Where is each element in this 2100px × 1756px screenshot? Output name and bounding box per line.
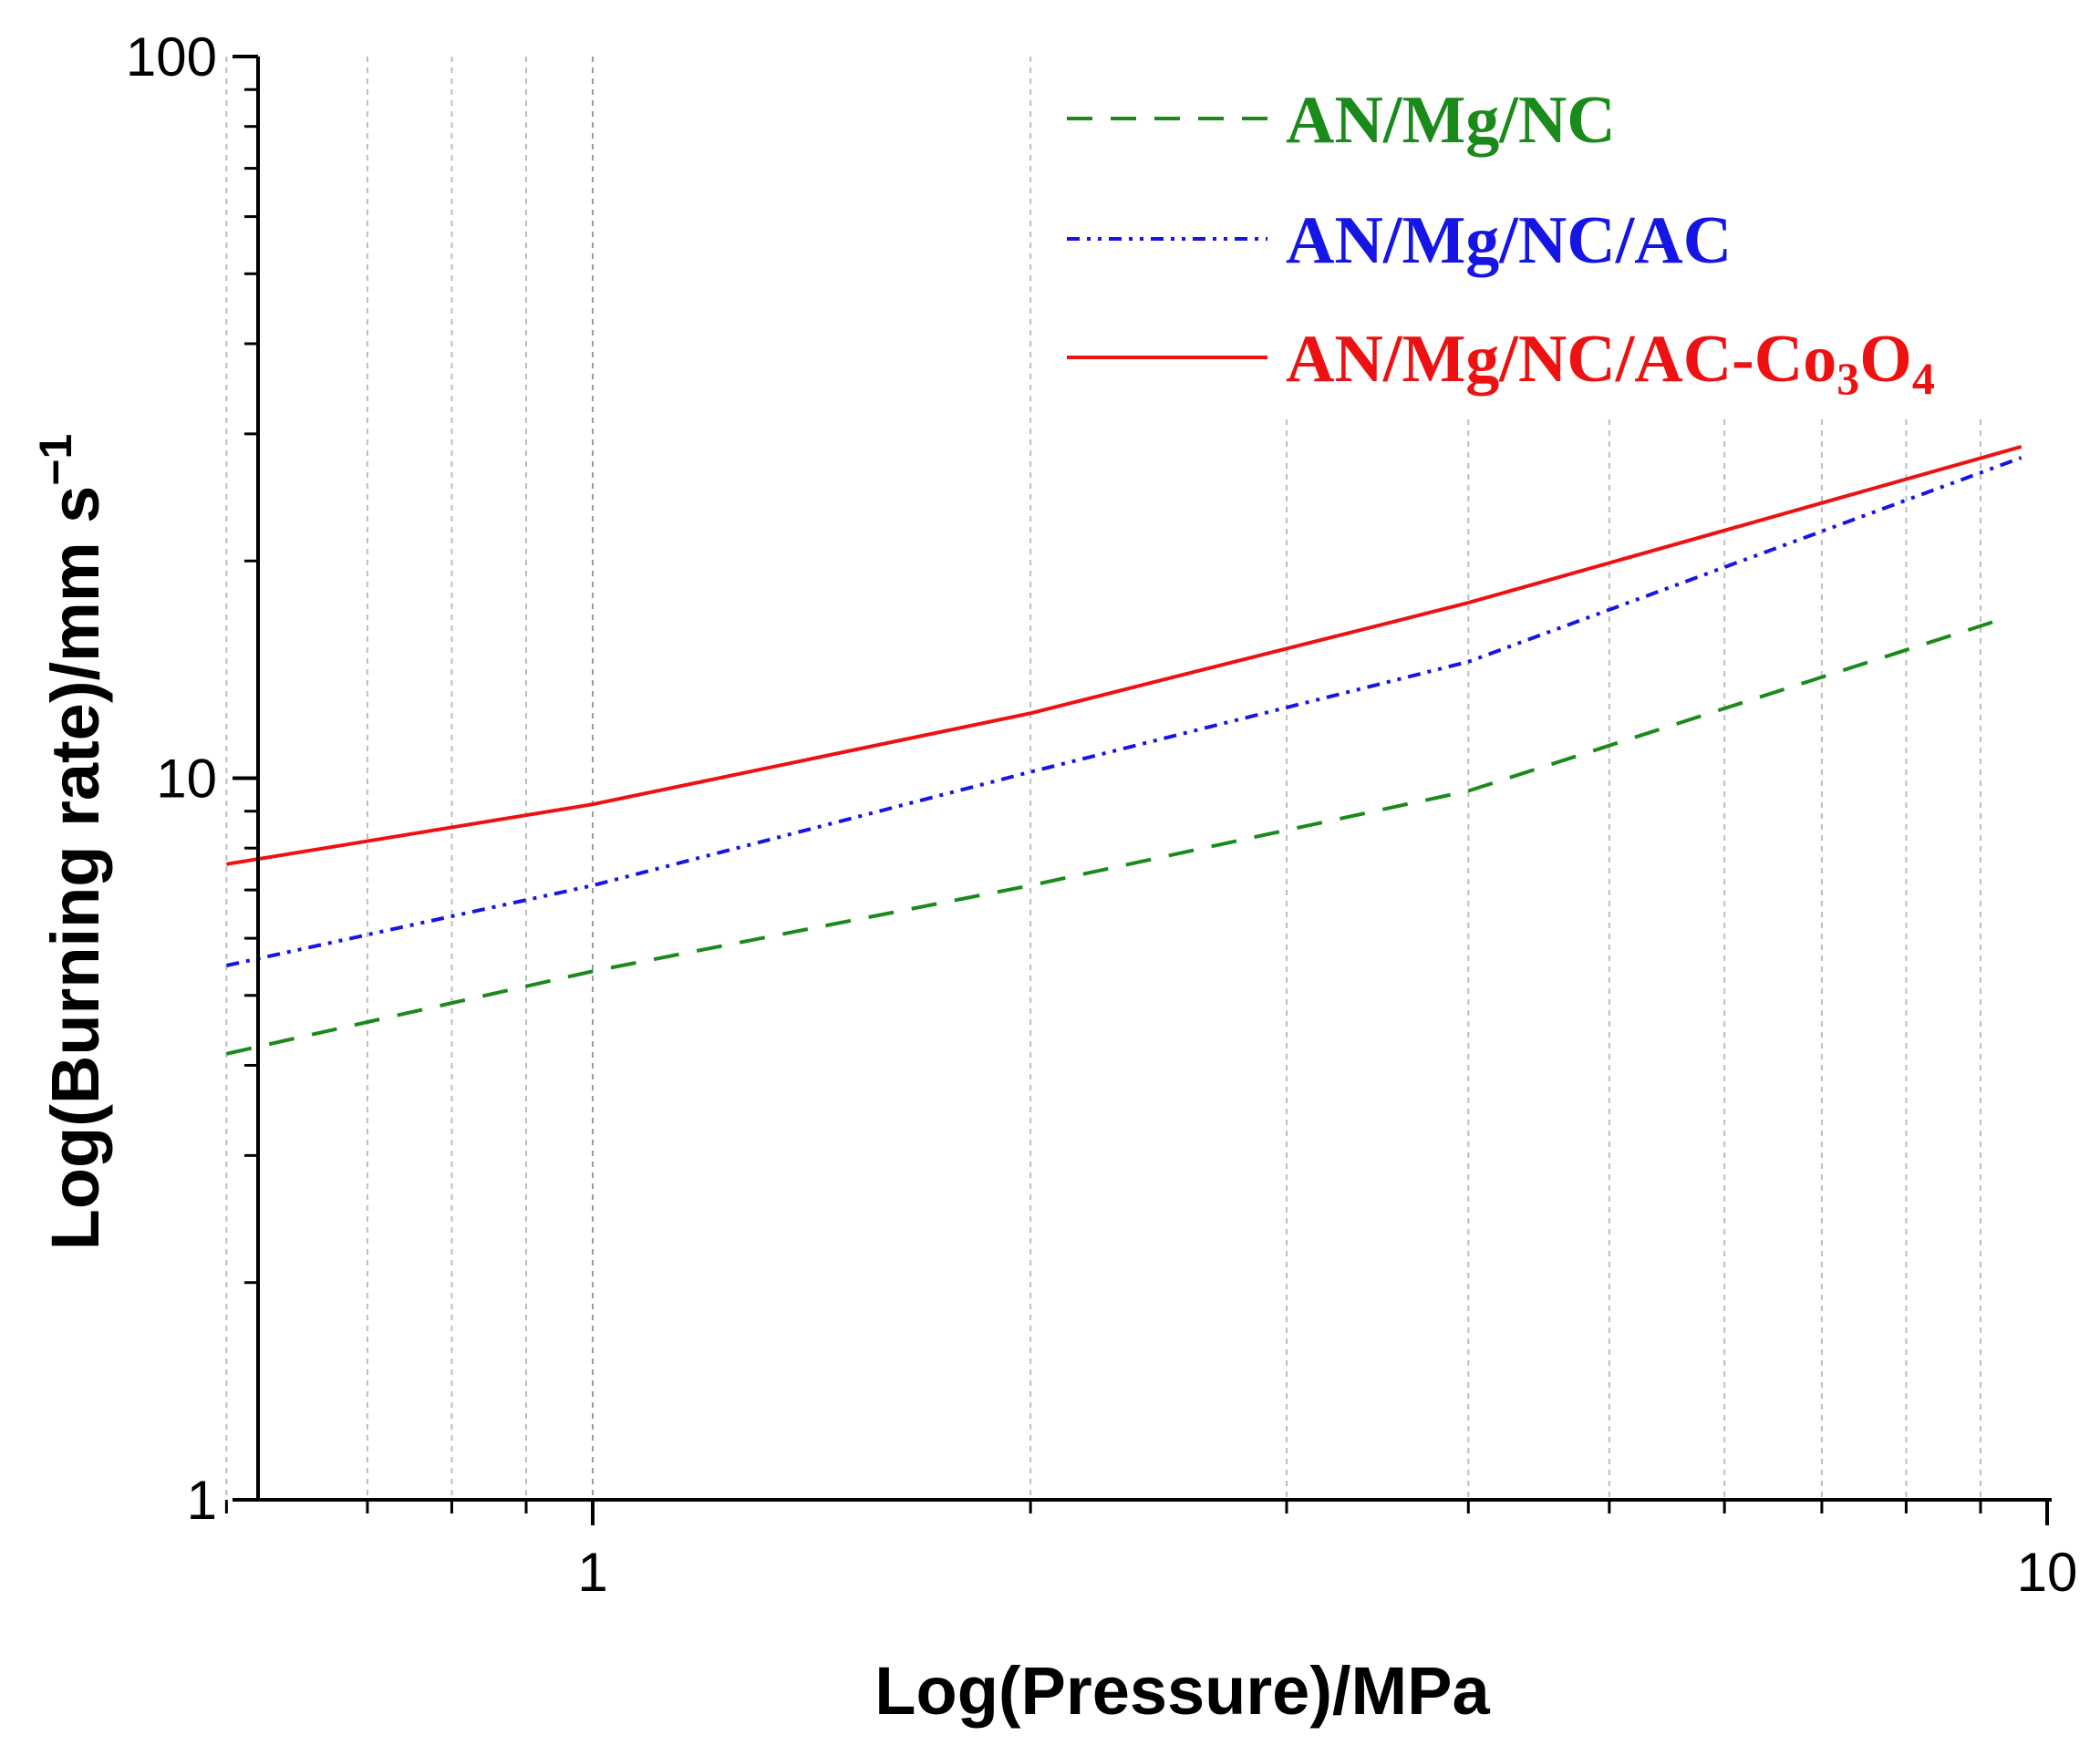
x-tick-label: 1 bbox=[577, 1542, 607, 1603]
axes bbox=[256, 57, 2052, 1502]
y-axis-title-main: Log(Burning rate)/mm s bbox=[37, 486, 113, 1251]
y-axis-title-superscript: −1 bbox=[30, 434, 81, 486]
legend-label: AN/Mg/NC/AC-Co3O4 bbox=[1286, 322, 1935, 404]
y-tick-label: 10 bbox=[156, 749, 217, 810]
x-axis-title: Log(Pressure)/MPa bbox=[874, 1653, 1490, 1729]
legend: AN/Mg/NC AN/Mg/NC/AC AN/Mg/NC/AC-Co3O4 bbox=[1067, 83, 1935, 404]
legend-label-part: AN/Mg/NC bbox=[1286, 83, 1616, 158]
series-line bbox=[226, 444, 2022, 866]
y-axis-title: Log(Burning rate)/mm s−1 bbox=[30, 434, 113, 1251]
series-line bbox=[225, 617, 2002, 1056]
legend-label-part: AN/Mg/NC/AC-Co bbox=[1286, 322, 1836, 397]
ticks: 1 10 100 1 10 bbox=[126, 26, 2077, 1603]
legend-label: AN/Mg/NC/AC bbox=[1286, 203, 1732, 278]
y-tick-label: 1 bbox=[187, 1470, 217, 1531]
plot-area bbox=[225, 444, 2022, 1056]
legend-label-subscript: 4 bbox=[1912, 353, 1935, 404]
series-line bbox=[225, 456, 2022, 967]
legend-label: AN/Mg/NC bbox=[1286, 83, 1616, 158]
y-tick-label: 100 bbox=[126, 26, 217, 88]
x-tick-label: 10 bbox=[2017, 1542, 2078, 1603]
grid bbox=[225, 57, 1982, 1500]
legend-label-subscript: 3 bbox=[1836, 353, 1859, 404]
legend-label-part: AN/Mg/NC/AC bbox=[1286, 203, 1732, 278]
legend-label-part: O bbox=[1859, 322, 1912, 397]
